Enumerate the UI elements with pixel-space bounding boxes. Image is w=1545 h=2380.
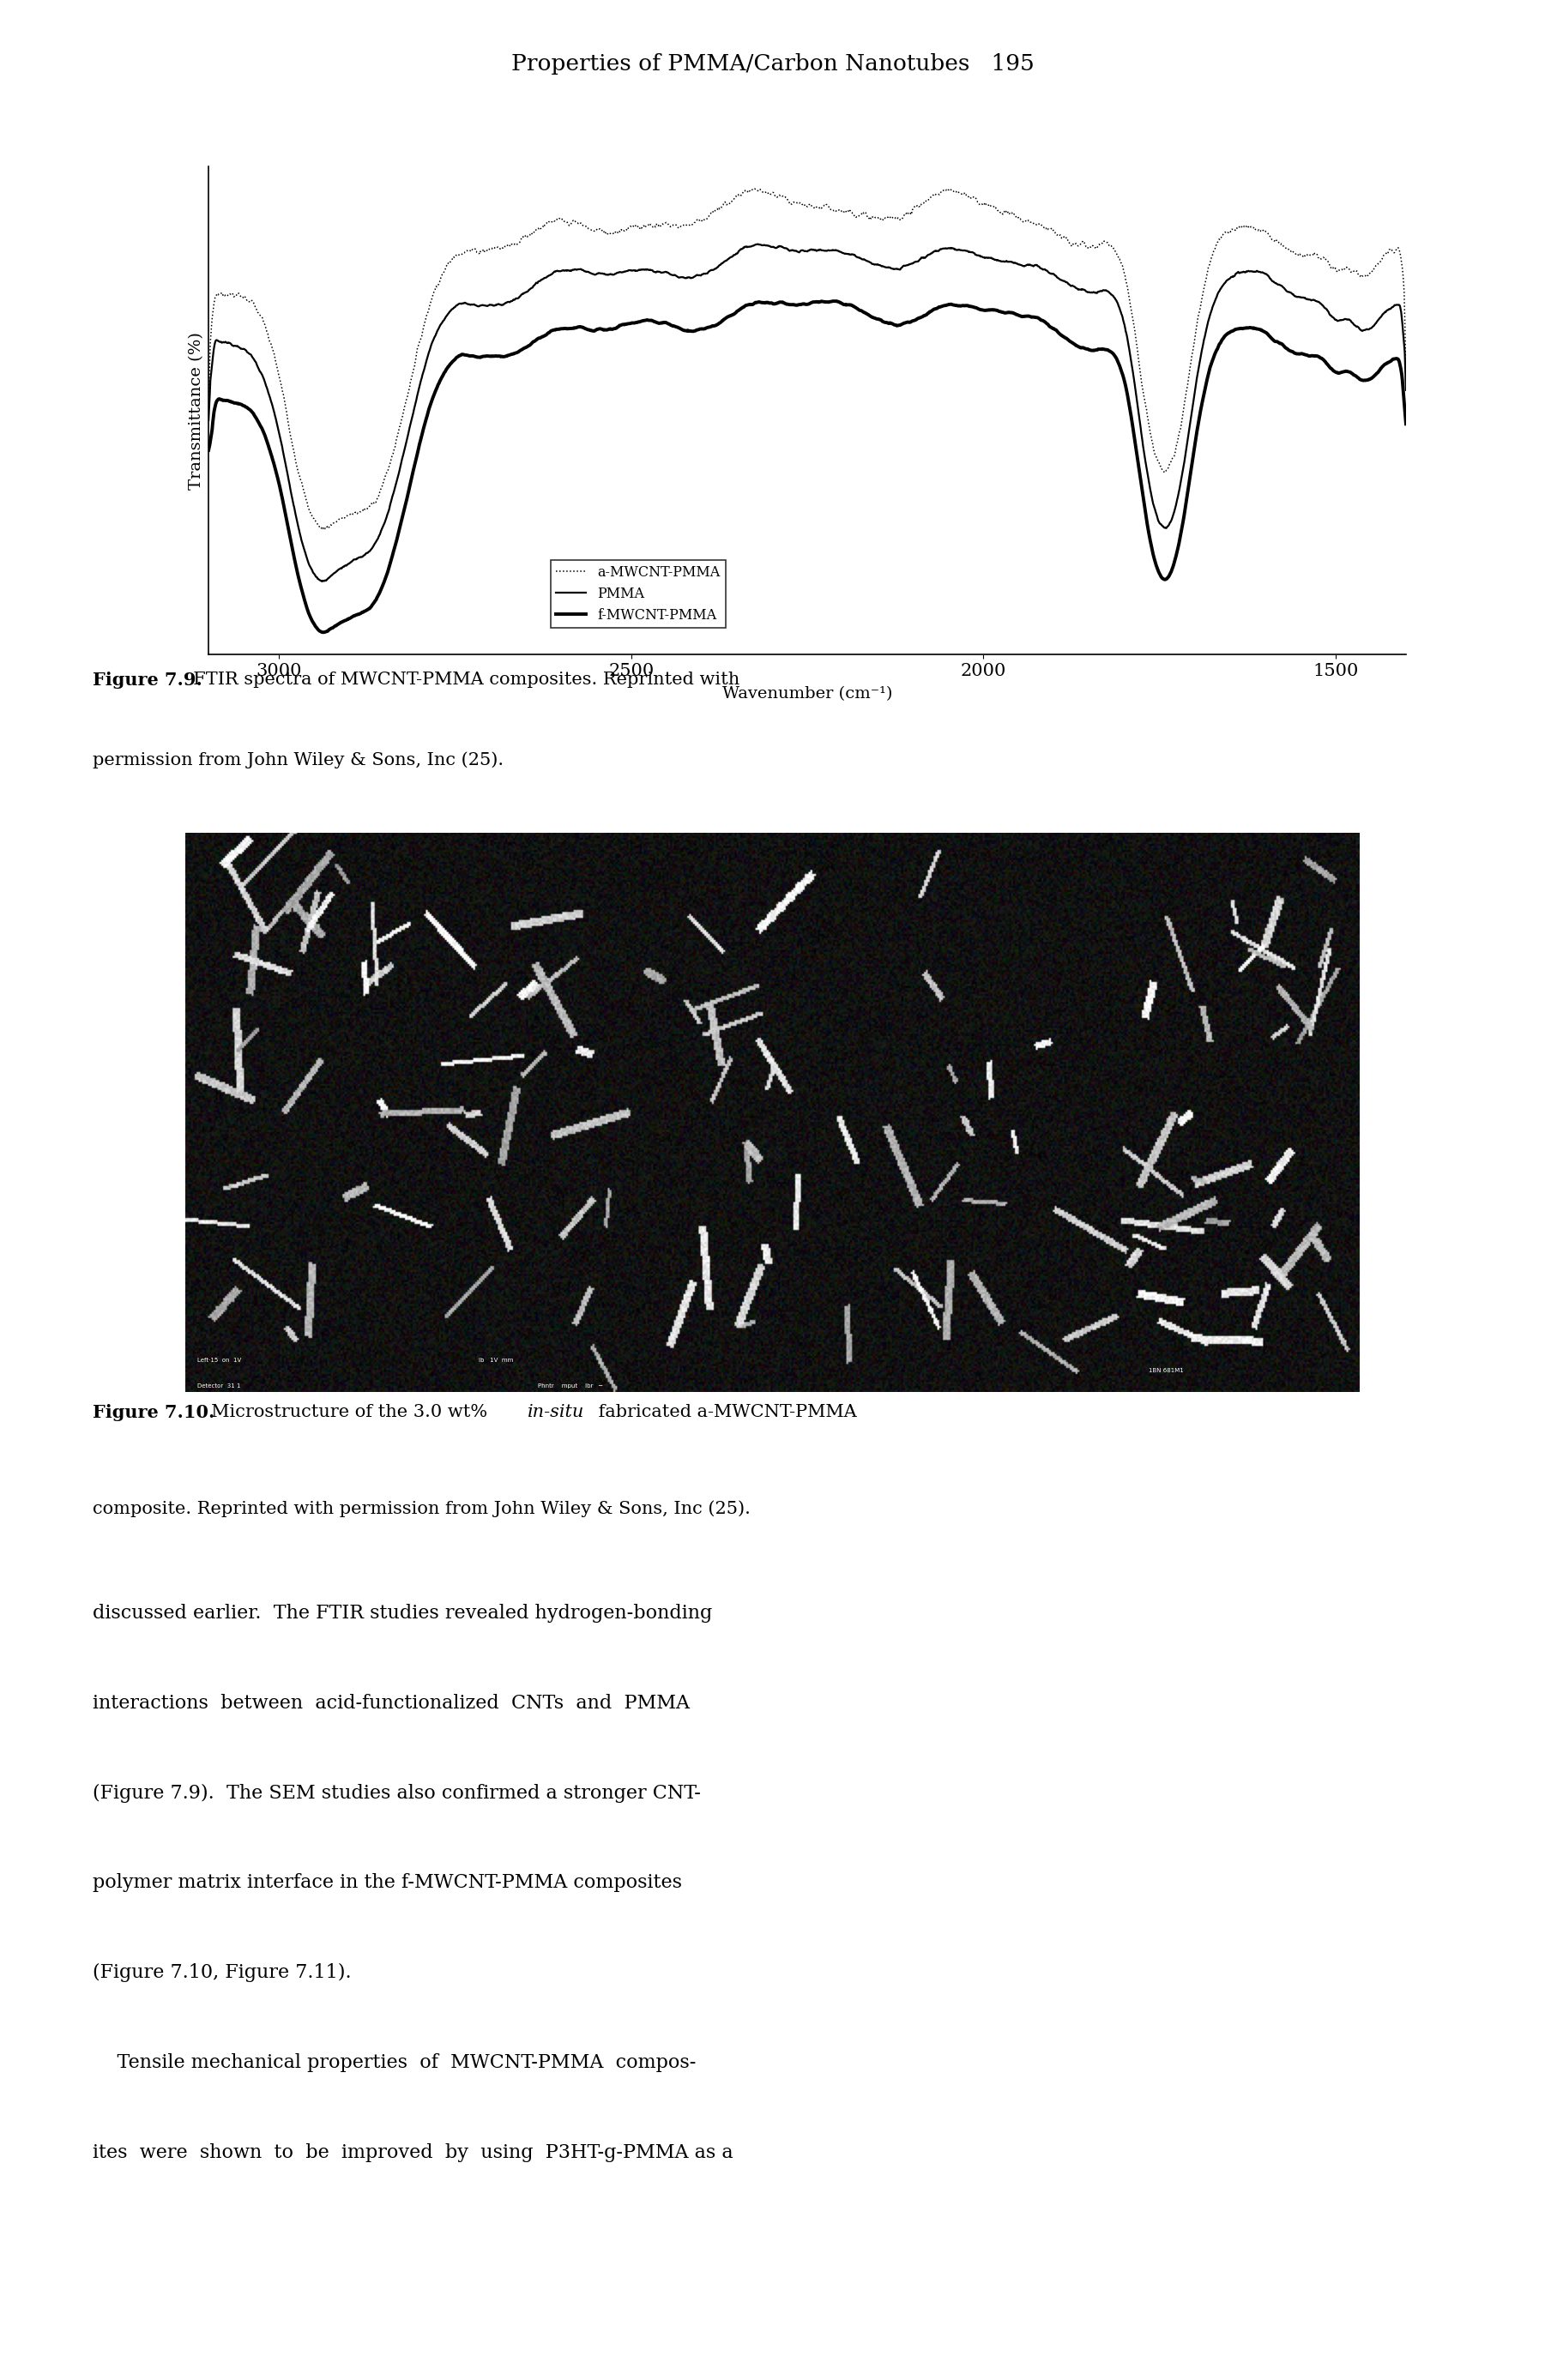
PMMA <box>751 231 769 259</box>
a-MWCNT-PMMA <box>751 176 769 205</box>
Text: fabricated a-MWCNT-PMMA: fabricated a-MWCNT-PMMA <box>593 1404 857 1421</box>
Text: Microstructure of the 3.0 wt%: Microstructure of the 3.0 wt% <box>199 1404 493 1421</box>
Line: f-MWCNT-PMMA: f-MWCNT-PMMA <box>209 302 1406 633</box>
f-MWCNT-PMMA <box>199 436 218 464</box>
Text: Phntr    mput    lbr   ─: Phntr mput lbr ─ <box>538 1383 603 1388</box>
PMMA <box>199 407 218 436</box>
PMMA <box>783 236 802 264</box>
f-MWCNT-PMMA <box>1143 538 1162 566</box>
a-MWCNT-PMMA <box>315 514 334 543</box>
Text: interactions  between  acid-functionalized  CNTs  and  PMMA: interactions between acid-functionalized… <box>93 1695 689 1714</box>
Line: a-MWCNT-PMMA: a-MWCNT-PMMA <box>209 188 1406 528</box>
Text: Figure 7.10.: Figure 7.10. <box>93 1404 215 1421</box>
f-MWCNT-PMMA <box>827 288 845 317</box>
PMMA <box>1363 312 1381 340</box>
Text: Detector  31 1: Detector 31 1 <box>198 1383 241 1388</box>
Text: FTIR spectra of MWCNT-PMMA composites. Reprinted with: FTIR spectra of MWCNT-PMMA composites. R… <box>182 671 740 688</box>
Text: polymer matrix interface in the f-MWCNT-PMMA composites: polymer matrix interface in the f-MWCNT-… <box>93 1873 681 1892</box>
Text: permission from John Wiley & Sons, Inc (25).: permission from John Wiley & Sons, Inc (… <box>93 752 504 769</box>
f-MWCNT-PMMA <box>1363 364 1381 393</box>
Text: in-situ: in-situ <box>527 1404 584 1421</box>
f-MWCNT-PMMA <box>1363 364 1381 393</box>
Text: 1BN 681M1: 1BN 681M1 <box>1148 1368 1183 1373</box>
a-MWCNT-PMMA <box>783 190 802 219</box>
Text: Tensile mechanical properties  of  MWCNT-PMMA  compos-: Tensile mechanical properties of MWCNT-P… <box>93 2054 697 2073</box>
Text: composite. Reprinted with permission from John Wiley & Sons, Inc (25).: composite. Reprinted with permission fro… <box>93 1499 751 1516</box>
Text: Ib   1V  mm: Ib 1V mm <box>479 1357 513 1364</box>
PMMA <box>312 566 331 595</box>
PMMA <box>1143 488 1162 516</box>
PMMA <box>1397 376 1415 405</box>
Text: ites  were  shown  to  be  improved  by  using  P3HT-g-PMMA as a: ites were shown to be improved by using … <box>93 2142 734 2161</box>
a-MWCNT-PMMA <box>261 326 280 355</box>
a-MWCNT-PMMA <box>1363 257 1381 286</box>
Text: discussed earlier.  The FTIR studies revealed hydrogen-bonding: discussed earlier. The FTIR studies reve… <box>93 1604 712 1623</box>
f-MWCNT-PMMA <box>261 436 280 464</box>
Text: Properties of PMMA/Carbon Nanotubes   195: Properties of PMMA/Carbon Nanotubes 195 <box>511 52 1034 76</box>
PMMA <box>261 383 280 412</box>
Text: Figure 7.9.: Figure 7.9. <box>93 671 202 688</box>
f-MWCNT-PMMA <box>314 619 332 647</box>
Line: PMMA: PMMA <box>209 245 1406 581</box>
f-MWCNT-PMMA <box>782 290 800 319</box>
Y-axis label: Transmittance (%): Transmittance (%) <box>188 331 204 490</box>
Text: Left·15  on  1V: Left·15 on 1V <box>198 1357 241 1364</box>
a-MWCNT-PMMA <box>199 381 218 409</box>
Legend: a-MWCNT-PMMA, PMMA, f-MWCNT-PMMA: a-MWCNT-PMMA, PMMA, f-MWCNT-PMMA <box>550 559 726 628</box>
a-MWCNT-PMMA <box>1397 355 1415 383</box>
a-MWCNT-PMMA <box>1363 257 1381 286</box>
Text: (Figure 7.9).  The SEM studies also confirmed a stronger CNT-: (Figure 7.9). The SEM studies also confi… <box>93 1783 701 1802</box>
X-axis label: Wavenumber (cm⁻¹): Wavenumber (cm⁻¹) <box>722 685 893 702</box>
PMMA <box>749 231 768 259</box>
f-MWCNT-PMMA <box>1397 409 1415 438</box>
Text: (Figure 7.10, Figure 7.11).: (Figure 7.10, Figure 7.11). <box>93 1964 351 1983</box>
a-MWCNT-PMMA <box>746 174 765 202</box>
f-MWCNT-PMMA <box>751 288 769 317</box>
PMMA <box>1363 314 1381 343</box>
a-MWCNT-PMMA <box>1143 428 1162 457</box>
